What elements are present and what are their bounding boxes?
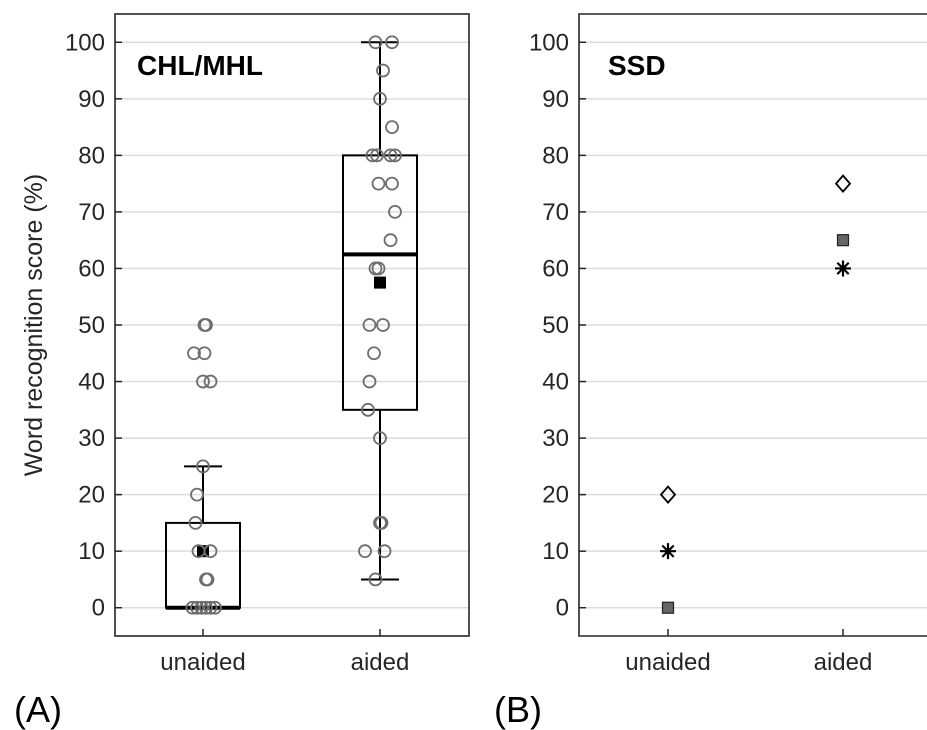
data-point [376, 63, 390, 78]
asterisk-marker [660, 543, 676, 560]
panel-b-title: SSD [608, 50, 666, 81]
x-tick-label-b: aided [814, 649, 873, 676]
data-point [371, 176, 386, 191]
data-point [196, 374, 210, 389]
data-point [190, 487, 204, 502]
panel-a-label: (A) [14, 689, 62, 730]
grid-a [115, 41, 469, 609]
y-tick-label-a: 50 [78, 312, 105, 339]
data-point [200, 572, 215, 587]
diamond-marker [834, 174, 852, 194]
data-point [194, 600, 209, 615]
boxes-a [165, 41, 418, 610]
data-point [188, 516, 203, 530]
y-tick-label-b: 10 [542, 538, 569, 565]
x-ticks-a: unaided aided [160, 629, 409, 676]
panel-b-label: (B) [494, 689, 542, 730]
data-point [371, 261, 386, 276]
y-ticks-a: 0 10 20 30 40 50 60 70 80 90 100 [65, 29, 122, 622]
x-tick-label-a: aided [351, 649, 410, 676]
y-tick-label-b: 100 [529, 29, 569, 56]
data-point [368, 572, 383, 587]
data-point [199, 318, 213, 332]
data-point [203, 600, 218, 615]
y-tick-label-a: 70 [78, 199, 105, 226]
data-point [365, 148, 380, 163]
box-iqr [342, 154, 418, 411]
data-point [373, 431, 387, 445]
x-tick-label-b: unaided [625, 649, 710, 676]
data-point [361, 402, 375, 417]
x-tick-label-a: unaided [160, 649, 245, 676]
square-marker [661, 601, 675, 614]
data-point [388, 148, 402, 163]
data-point [376, 318, 390, 332]
y-tick-label-b: 90 [542, 86, 569, 113]
y-tick-label-a: 80 [78, 142, 105, 169]
square-marker [836, 234, 850, 247]
data-point [383, 148, 398, 163]
y-tick-label-a: 30 [78, 425, 105, 452]
mean-marker [374, 276, 386, 289]
asterisk-marker [835, 260, 851, 277]
y-tick-label-a: 10 [78, 538, 105, 565]
panel-a: 0 10 20 30 40 50 60 70 80 90 100 unaided aided CHL/… [14, 13, 470, 730]
y-tick-label-b: 80 [542, 142, 569, 169]
y-tick-label-b: 40 [542, 369, 569, 396]
diamond-marker [659, 485, 677, 505]
x-ticks-b: unaided aided [625, 629, 872, 676]
data-point [362, 374, 377, 389]
y-tick-label-a: 20 [78, 482, 105, 509]
data-point [196, 459, 210, 474]
data-point [187, 346, 201, 361]
data-point [199, 600, 213, 615]
y-tick-label-b: 50 [542, 312, 569, 339]
points-a [185, 35, 402, 615]
points-b [659, 174, 852, 614]
data-point [208, 600, 222, 615]
data-point [185, 600, 200, 615]
data-point [203, 544, 218, 559]
data-point [374, 516, 389, 530]
data-point [203, 374, 218, 389]
y-tick-label-a: 0 [92, 595, 105, 622]
box-iqr [165, 521, 241, 609]
y-tick-label-b: 30 [542, 425, 569, 452]
data-point [377, 544, 392, 559]
data-point [362, 318, 377, 332]
data-point [383, 233, 398, 248]
data-point [190, 600, 204, 615]
data-point [385, 176, 399, 191]
y-tick-label-b: 0 [556, 595, 569, 622]
y-tick-label-a: 60 [78, 255, 105, 282]
data-point [367, 346, 381, 361]
panel-a-title: CHL/MHL [137, 50, 263, 81]
y-tick-label-a: 100 [65, 29, 105, 56]
data-point [370, 148, 384, 163]
data-point [358, 544, 372, 559]
y-tick-label-b: 20 [542, 482, 569, 509]
y-tick-label-b: 70 [542, 199, 569, 226]
data-point [373, 91, 387, 106]
y-ticks-b: 0 10 20 30 40 50 60 70 80 90 100 [529, 29, 586, 622]
y-tick-label-b: 60 [542, 255, 569, 282]
data-point [388, 205, 402, 219]
data-point [368, 35, 383, 50]
data-point [385, 35, 399, 50]
y-tick-label-a: 40 [78, 369, 105, 396]
data-point [197, 346, 212, 361]
y-tick-label-a: 90 [78, 86, 105, 113]
grid-b [579, 41, 927, 609]
y-axis-label: Word recognition score (%) [20, 174, 48, 476]
data-point [385, 120, 399, 134]
